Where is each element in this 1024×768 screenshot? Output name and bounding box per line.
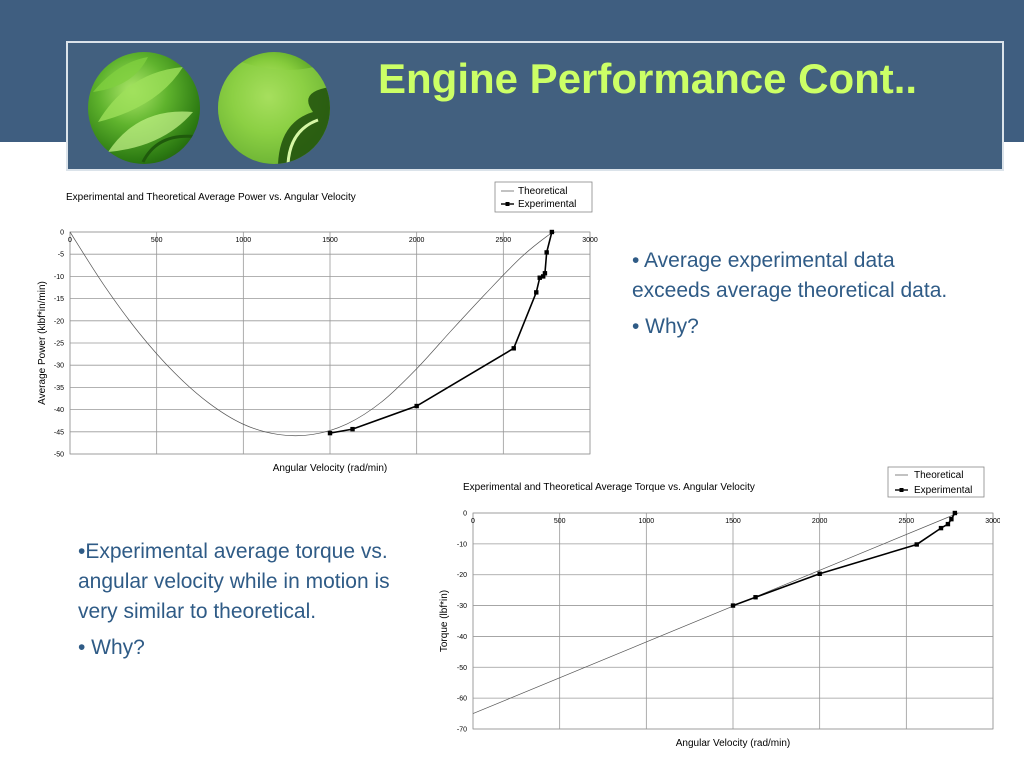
legend-label-theoretical: Theoretical — [518, 186, 567, 197]
grid-lines — [69, 231, 591, 455]
y-tick-label: -50 — [54, 452, 64, 459]
x-tick-label: 2000 — [409, 237, 425, 244]
power-chart: Experimental and Theoretical Average Pow… — [37, 181, 598, 474]
legend-marker-experimental — [899, 488, 904, 492]
y-tick-label: -50 — [457, 665, 467, 672]
y-tick-label: -10 — [54, 274, 64, 281]
leaf-photo-icon — [218, 52, 330, 164]
y-axis-label: Torque (lbf*in) — [439, 590, 450, 652]
data-point — [730, 603, 736, 608]
y-tick-label: -15 — [54, 296, 64, 303]
y-axis-label: Average Power (klbf*in/min) — [37, 281, 48, 405]
bullet-item: • Why? — [78, 636, 145, 659]
y-tick-label: -25 — [54, 341, 64, 348]
data-point — [542, 271, 548, 276]
data-point — [350, 426, 355, 432]
data-point — [414, 403, 419, 409]
data-point — [327, 430, 333, 436]
x-tick-labels: 0 500 1000 1500 2000 2500 3000 — [68, 237, 598, 244]
x-axis-label: Angular Velocity (rad/min) — [273, 463, 388, 474]
x-tick-label: 2500 — [899, 518, 915, 525]
y-tick-label: -60 — [457, 696, 467, 703]
data-point — [511, 346, 516, 351]
data-point — [549, 229, 555, 235]
legend-box — [887, 466, 985, 498]
bullet-item: • Average experimental data exceeds aver… — [632, 249, 948, 302]
y-tick-label: -10 — [457, 541, 467, 548]
y-tick-labels: 0 -10 -20 -30 -40 -50 -60 -70 — [457, 511, 467, 734]
x-tick-label: 3000 — [582, 237, 598, 244]
y-tick-label: -70 — [457, 727, 467, 734]
x-tick-label: 500 — [554, 518, 566, 525]
y-tick-label: -35 — [54, 385, 64, 392]
y-tick-label: -30 — [54, 363, 64, 370]
x-tick-label: 1500 — [725, 518, 741, 525]
data-point — [544, 250, 549, 255]
y-tick-labels: 0 -5 -10 -15 -20 -25 -30 -35 -40 -45 -50 — [54, 230, 64, 459]
y-tick-label: -20 — [54, 318, 64, 325]
chart-title: Experimental and Theoretical Average Tor… — [463, 482, 755, 493]
y-tick-label: -40 — [457, 634, 467, 641]
y-tick-label: -30 — [457, 603, 467, 610]
series-group — [69, 229, 556, 437]
x-tick-label: 2500 — [496, 237, 512, 244]
data-point — [945, 521, 951, 527]
data-point — [817, 571, 822, 576]
data-point — [541, 274, 546, 279]
y-tick-label: 0 — [463, 511, 467, 518]
x-tick-label: 1000 — [236, 237, 252, 244]
x-tick-label: 2000 — [812, 518, 828, 525]
data-point — [914, 542, 919, 547]
bullet-list-bottom: •Experimental average torque vs. angular… — [78, 537, 398, 669]
x-tick-label: 0 — [471, 518, 475, 525]
legend-box — [494, 181, 593, 213]
bullet-item: •Experimental average torque vs. angular… — [78, 540, 390, 623]
x-axis-label: Angular Velocity (rad/min) — [676, 738, 791, 749]
data-point — [949, 516, 954, 522]
chart-title: Experimental and Theoretical Average Pow… — [66, 192, 356, 203]
legend-marker-experimental — [505, 202, 510, 206]
bullet-item: • Why? — [632, 315, 699, 338]
series-line-experimental — [329, 231, 553, 434]
series-line-theoretical — [472, 512, 959, 714]
leaf-photo-icon — [88, 52, 200, 164]
data-point — [537, 275, 542, 280]
data-point — [753, 595, 758, 600]
x-tick-label: 0 — [68, 237, 72, 244]
torque-chart: Experimental and Theoretical Average Tor… — [439, 466, 1000, 749]
legend-label-theoretical: Theoretical — [914, 470, 963, 481]
x-tick-label: 1000 — [639, 518, 655, 525]
bullet-list-top: • Average experimental data exceeds aver… — [632, 246, 972, 348]
x-tick-label: 500 — [151, 237, 163, 244]
y-tick-label: 0 — [60, 230, 64, 237]
chart-legend: Theoretical Experimental — [887, 466, 985, 498]
series-group — [472, 510, 959, 714]
slide-title: Engine Performance Cont.. — [378, 55, 918, 102]
y-tick-label: -20 — [457, 572, 467, 579]
chart-legend: Theoretical Experimental — [494, 181, 593, 213]
x-tick-label: 3000 — [985, 518, 1000, 525]
y-tick-label: -45 — [54, 429, 64, 436]
y-tick-label: -5 — [58, 252, 64, 259]
x-tick-label: 1500 — [322, 237, 338, 244]
data-point — [534, 290, 539, 295]
y-tick-label: -40 — [54, 407, 64, 414]
data-point — [952, 510, 958, 516]
legend-label-experimental: Experimental — [914, 485, 972, 496]
legend-label-experimental: Experimental — [518, 199, 576, 210]
slide-header: Engine Performance Cont.. — [0, 0, 1024, 185]
data-point — [938, 525, 944, 531]
x-tick-labels: 0 500 1000 1500 2000 2500 3000 — [471, 518, 1000, 525]
